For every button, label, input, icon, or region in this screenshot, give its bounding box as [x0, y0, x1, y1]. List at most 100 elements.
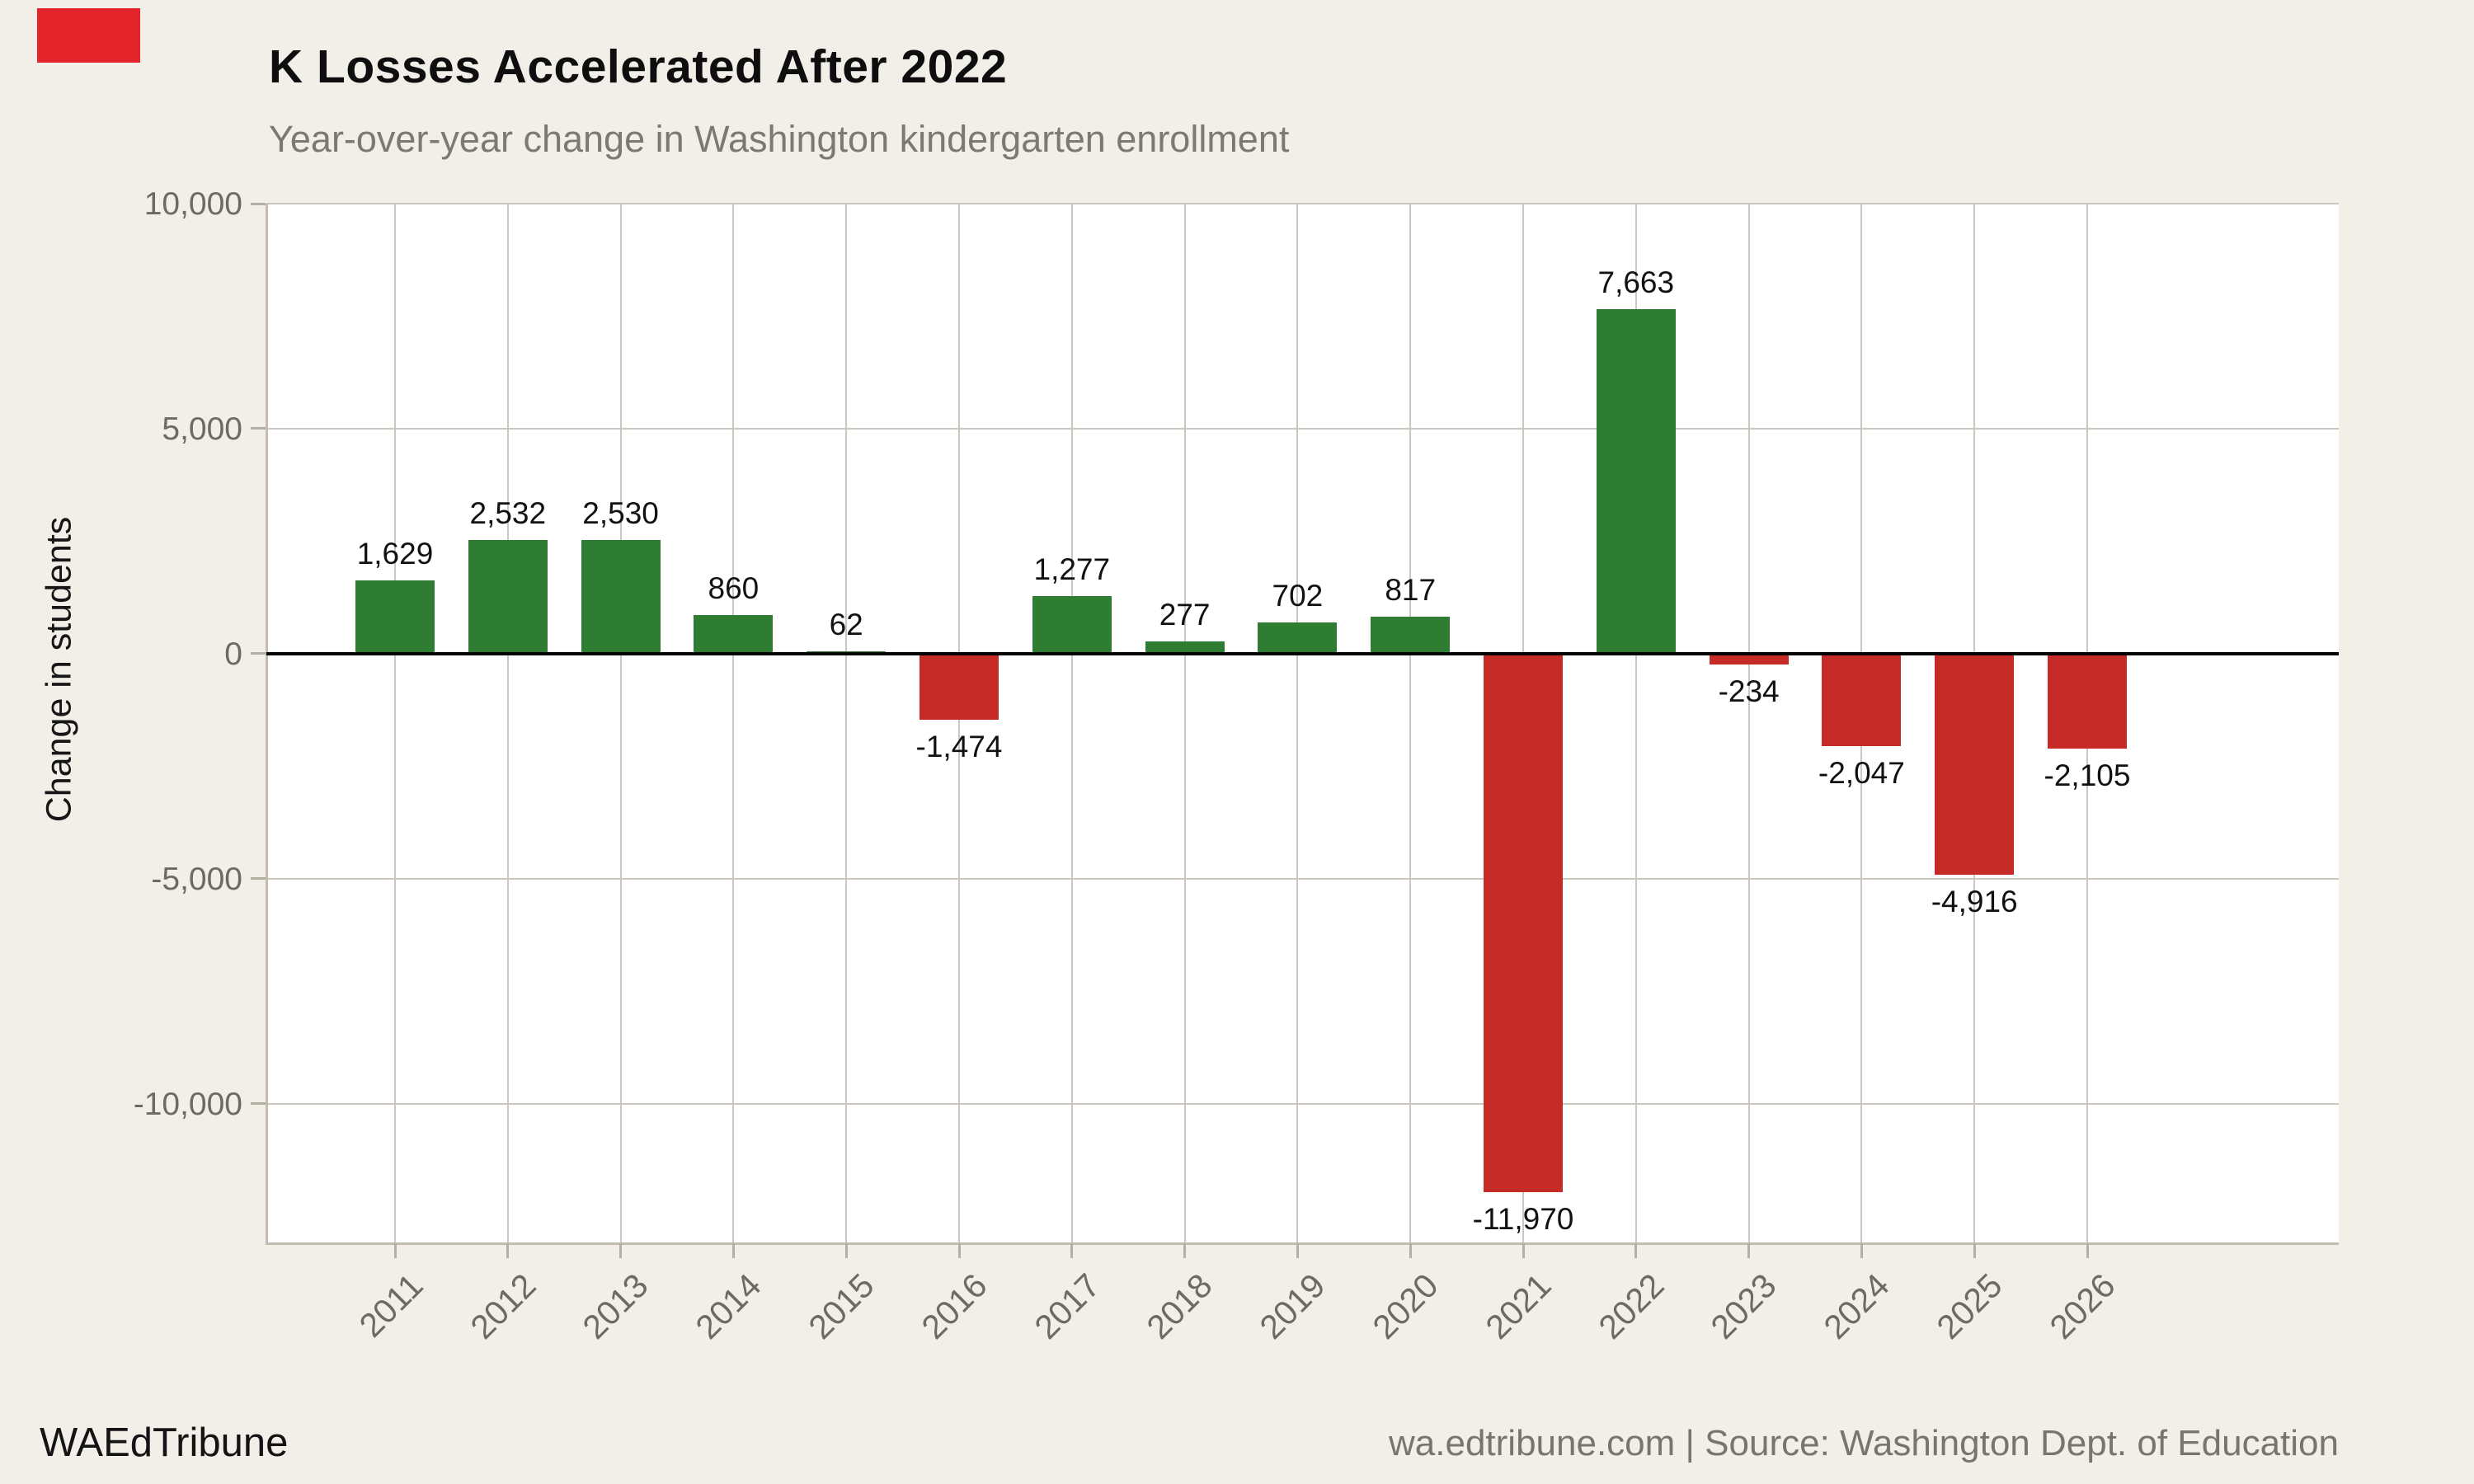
bar-value-label-2020: 817 — [1385, 573, 1437, 608]
y-axis-tick-label: 5,000 — [162, 411, 242, 447]
zero-baseline — [266, 651, 2339, 655]
bar-value-label-2018: 277 — [1159, 597, 1211, 632]
bar-2021 — [1484, 653, 1563, 1193]
bar-2024 — [1822, 653, 1902, 746]
bar-2011 — [355, 580, 435, 654]
bar-2014 — [694, 614, 774, 654]
bar-value-label-2019: 702 — [1272, 578, 1324, 613]
x-axis-tick-label-2021: 2021 — [1478, 1266, 1559, 1346]
y-axis-tick-label: 0 — [224, 636, 242, 672]
horizontal-gridline — [266, 203, 2339, 204]
bar-2017 — [1032, 596, 1112, 654]
bar-2019 — [1258, 622, 1338, 654]
horizontal-gridline — [266, 1102, 2339, 1105]
bar-2016 — [920, 653, 999, 721]
bar-2013 — [581, 539, 661, 654]
vertical-gridline — [958, 204, 960, 1243]
bar-2025 — [1935, 653, 2015, 876]
vertical-gridline — [1747, 204, 1750, 1243]
x-axis-tick-label-2019: 2019 — [1252, 1266, 1333, 1346]
bar-value-label-2014: 860 — [708, 571, 760, 605]
x-axis-tick-label-2015: 2015 — [801, 1266, 882, 1346]
x-axis-tick-label-2020: 2020 — [1365, 1266, 1446, 1346]
y-axis-tick — [251, 877, 266, 881]
x-axis-tick — [731, 1243, 735, 1258]
x-axis-tick-label-2023: 2023 — [1703, 1266, 1785, 1346]
x-axis-tick — [1522, 1243, 1525, 1258]
x-axis-tick-label-2022: 2022 — [1591, 1266, 1672, 1346]
x-axis-tick — [1409, 1243, 1412, 1258]
x-axis-tick-label-2018: 2018 — [1139, 1266, 1221, 1346]
x-axis-tick — [844, 1243, 848, 1258]
horizontal-gridline — [266, 427, 2339, 430]
x-axis-tick — [1634, 1243, 1638, 1258]
y-axis-line — [266, 204, 268, 1243]
y-axis-tick — [251, 202, 266, 205]
bar-value-label-2015: 62 — [829, 607, 863, 641]
y-axis-tick — [251, 1102, 266, 1106]
x-axis-line — [266, 1242, 2339, 1245]
x-axis-tick-label-2013: 2013 — [575, 1266, 656, 1346]
x-axis-tick-label-2014: 2014 — [688, 1266, 769, 1346]
footer-source-attribution: wa.edtribune.com | Source: Washington De… — [1389, 1423, 2339, 1463]
x-axis-tick — [957, 1243, 961, 1258]
bar-value-label-2024: -2,047 — [1818, 755, 1905, 790]
x-axis-tick — [1860, 1243, 1863, 1258]
bar-value-label-2023: -234 — [1718, 674, 1780, 708]
footer-brand: WAEdTribune — [40, 1421, 289, 1465]
bar-value-label-2013: 2,530 — [582, 495, 659, 530]
bar-2018 — [1145, 641, 1225, 654]
bar-2012 — [468, 539, 548, 654]
y-axis-tick-label: 10,000 — [143, 186, 242, 222]
chart-subtitle: Year-over-year change in Washington kind… — [269, 118, 1290, 160]
x-axis-tick-label-2024: 2024 — [1816, 1266, 1897, 1346]
x-axis-tick-label-2017: 2017 — [1027, 1266, 1108, 1346]
bar-value-label-2017: 1,277 — [1033, 552, 1111, 587]
x-axis-tick — [1973, 1243, 1976, 1258]
vertical-gridline — [1070, 204, 1073, 1243]
x-axis-tick-label-2026: 2026 — [2042, 1266, 2123, 1346]
vertical-gridline — [1296, 204, 1299, 1243]
bar-2022 — [1596, 308, 1676, 654]
y-axis-tick — [251, 652, 266, 655]
vertical-gridline — [619, 204, 622, 1243]
bar-value-label-2011: 1,629 — [356, 536, 434, 571]
bar-value-label-2026: -2,105 — [2044, 758, 2131, 792]
x-axis-tick — [393, 1243, 397, 1258]
vertical-gridline — [1183, 204, 1186, 1243]
bar-2020 — [1371, 617, 1451, 654]
vertical-gridline — [732, 204, 735, 1243]
bar-value-label-2021: -11,970 — [1472, 1202, 1574, 1237]
bar-2023 — [1709, 653, 1789, 665]
x-axis-tick — [1183, 1243, 1187, 1258]
vertical-gridline — [506, 204, 509, 1243]
bar-2026 — [2048, 653, 2127, 749]
y-axis-tick-label: -10,000 — [133, 1086, 242, 1122]
chart-title: K Losses Accelerated After 2022 — [269, 40, 1008, 93]
vertical-gridline — [1634, 204, 1637, 1243]
y-axis-tick-label: -5,000 — [151, 861, 242, 897]
bar-value-label-2025: -4,916 — [1931, 885, 2018, 919]
x-axis-tick — [506, 1243, 510, 1258]
x-axis-tick — [1070, 1243, 1074, 1258]
x-axis-tick — [2086, 1243, 2089, 1258]
vertical-gridline — [1409, 204, 1412, 1243]
vertical-gridline — [394, 204, 396, 1243]
vertical-gridline — [845, 204, 848, 1243]
y-axis-tick — [251, 427, 266, 430]
x-axis-tick-label-2025: 2025 — [1929, 1266, 2010, 1346]
plot-area — [266, 204, 2339, 1243]
bar-value-label-2022: 7,663 — [1597, 265, 1675, 299]
x-axis-tick-label-2011: 2011 — [351, 1266, 430, 1345]
x-axis-tick — [619, 1243, 623, 1258]
bar-value-label-2016: -1,474 — [915, 730, 1003, 764]
x-axis-tick-label-2016: 2016 — [914, 1266, 995, 1346]
horizontal-gridline — [266, 877, 2339, 880]
bar-value-label-2012: 2,532 — [469, 495, 547, 530]
red-marker — [37, 8, 140, 63]
x-axis-tick — [1747, 1243, 1751, 1258]
x-axis-tick-label-2012: 2012 — [463, 1266, 543, 1346]
x-axis-tick — [1296, 1243, 1299, 1258]
